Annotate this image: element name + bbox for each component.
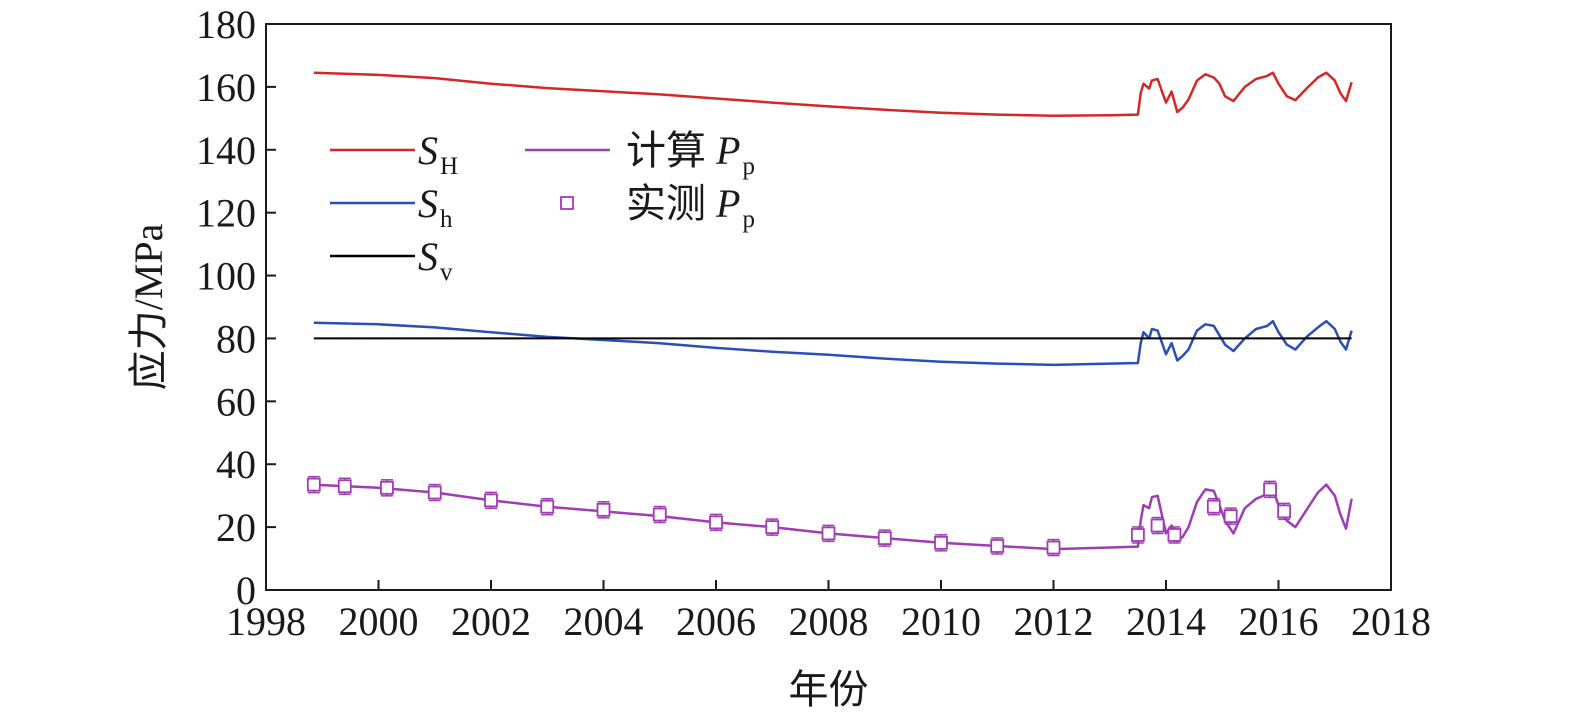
plot-frame bbox=[265, 23, 1392, 591]
pp-measured-point bbox=[877, 531, 892, 546]
pp-measured-point bbox=[765, 520, 780, 535]
y-tick-label: 100 bbox=[196, 254, 256, 299]
pp-measured-point bbox=[1046, 540, 1061, 555]
series-line-SH bbox=[313, 71, 1353, 118]
pp-measured-point bbox=[427, 485, 442, 500]
y-axis-title: 应力/MPa bbox=[126, 223, 171, 390]
legend-marker-Pp_meas bbox=[560, 196, 574, 210]
y-tick-label: 20 bbox=[216, 505, 256, 550]
pp-measured-point bbox=[380, 480, 394, 495]
legend-main-Pp_meas: P bbox=[715, 181, 740, 226]
legend-prefix-Pp_calc: 计算 bbox=[626, 128, 716, 173]
pp-measured-point bbox=[1277, 504, 1292, 519]
pp-measured-point bbox=[652, 507, 667, 522]
pp-measured-point bbox=[1263, 482, 1277, 497]
pp-measured-point bbox=[484, 493, 498, 508]
y-tick-label: 180 bbox=[196, 2, 256, 47]
x-tick-label: 2002 bbox=[451, 599, 531, 644]
pp-measured-point bbox=[990, 539, 1005, 553]
y-tick-label: 140 bbox=[196, 128, 256, 173]
x-tick-label: 2014 bbox=[1126, 599, 1206, 644]
legend-label-Sv: Sv bbox=[418, 234, 453, 286]
legend-prefix-Pp_meas: 实测 bbox=[626, 181, 716, 226]
x-tick-label: 2006 bbox=[676, 599, 756, 644]
pp-measured-point bbox=[821, 526, 836, 541]
y-tick-label: 160 bbox=[196, 65, 256, 110]
legend-sub-Sh: h bbox=[440, 206, 453, 233]
legend-main-SH: S bbox=[418, 128, 438, 173]
y-tick-label: 120 bbox=[196, 191, 256, 236]
y-tick-label: 0 bbox=[236, 568, 256, 613]
pp-measured-point bbox=[1167, 528, 1182, 542]
legend-sub-Pp_calc: p bbox=[742, 153, 755, 180]
y-tick-label: 80 bbox=[216, 316, 256, 361]
series-line-Sh bbox=[313, 319, 1353, 367]
x-tick-label: 2012 bbox=[1014, 599, 1094, 644]
x-axis-title: 年份 bbox=[789, 667, 869, 712]
pp-measured-point bbox=[1223, 509, 1238, 524]
pp-measured-point bbox=[596, 502, 611, 517]
legend-sub-Sv: v bbox=[440, 259, 453, 286]
y-tick-label: 60 bbox=[216, 379, 256, 424]
x-tick-label: 2008 bbox=[789, 599, 869, 644]
pp-measured-point bbox=[934, 535, 948, 550]
x-tick-label: 2004 bbox=[564, 599, 644, 644]
legend-sub-Pp_meas: p bbox=[742, 206, 755, 233]
x-tick-label: 2000 bbox=[339, 599, 419, 644]
pp-measured-point bbox=[540, 499, 555, 514]
legend-main-Sh: S bbox=[418, 181, 438, 226]
legend-label-Pp_calc: 计算 Pp bbox=[626, 128, 755, 180]
x-tick-label: 2018 bbox=[1351, 599, 1431, 644]
pp-measured-point bbox=[337, 479, 352, 494]
pp-measured-point bbox=[1150, 518, 1165, 533]
x-tick-label: 2016 bbox=[1239, 599, 1319, 644]
pp-measured-point bbox=[1206, 499, 1221, 514]
legend-sub-SH: H bbox=[440, 153, 458, 180]
x-tick-label: 2010 bbox=[901, 599, 981, 644]
legend-label-Sh: Sh bbox=[418, 181, 453, 233]
series-line-Pp_calc bbox=[313, 483, 1353, 551]
x-tick-label: 1998 bbox=[226, 599, 306, 644]
y-tick-label: 40 bbox=[216, 442, 256, 487]
legend-label-SH: SH bbox=[418, 128, 458, 180]
legend-main-Pp_calc: P bbox=[715, 128, 740, 173]
pp-measured-point bbox=[709, 515, 723, 530]
pp-measured-point bbox=[306, 477, 321, 492]
legend-main-Sv: S bbox=[418, 234, 438, 279]
legend-label-Pp_meas: 实测 Pp bbox=[626, 181, 755, 233]
pp-measured-point bbox=[1130, 528, 1145, 542]
